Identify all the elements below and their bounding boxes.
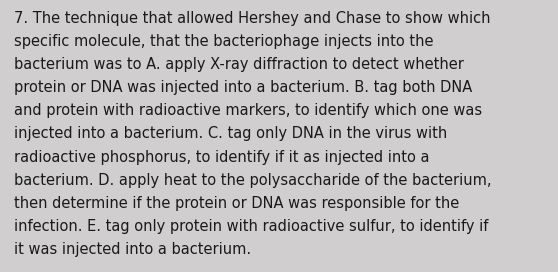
Text: and protein with radioactive markers, to identify which one was: and protein with radioactive markers, to… bbox=[14, 103, 482, 118]
Text: 7. The technique that allowed Hershey and Chase to show which: 7. The technique that allowed Hershey an… bbox=[14, 11, 490, 26]
Text: injected into a bacterium. C. tag only DNA in the virus with: injected into a bacterium. C. tag only D… bbox=[14, 126, 447, 141]
Text: infection. E. tag only protein with radioactive sulfur, to identify if: infection. E. tag only protein with radi… bbox=[14, 219, 488, 234]
Text: then determine if the protein or DNA was responsible for the: then determine if the protein or DNA was… bbox=[14, 196, 459, 211]
Text: protein or DNA was injected into a bacterium. B. tag both DNA: protein or DNA was injected into a bacte… bbox=[14, 80, 472, 95]
Text: it was injected into a bacterium.: it was injected into a bacterium. bbox=[14, 242, 251, 257]
Text: specific molecule, that the bacteriophage injects into the: specific molecule, that the bacteriophag… bbox=[14, 34, 434, 49]
Text: radioactive phosphorus, to identify if it as injected into a: radioactive phosphorus, to identify if i… bbox=[14, 150, 430, 165]
Text: bacterium was to A. apply X-ray diffraction to detect whether: bacterium was to A. apply X-ray diffract… bbox=[14, 57, 464, 72]
Text: bacterium. D. apply heat to the polysaccharide of the bacterium,: bacterium. D. apply heat to the polysacc… bbox=[14, 173, 492, 188]
